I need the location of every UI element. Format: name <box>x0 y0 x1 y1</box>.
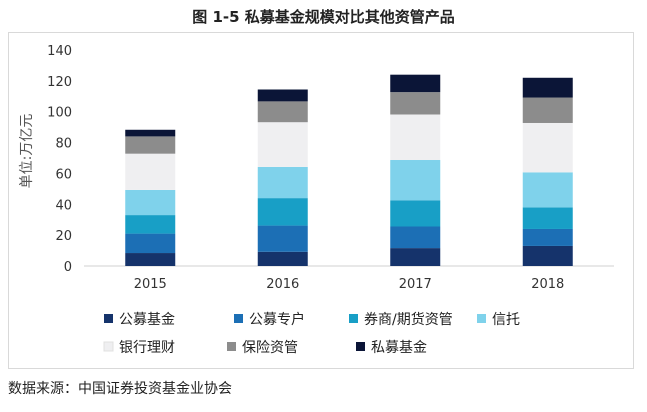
bar-segment <box>257 198 308 226</box>
chart-title: 图 1-5 私募基金规模对比其他资管产品 <box>192 8 455 26</box>
y-tick-label: 140 <box>47 44 72 59</box>
legend-swatch <box>349 314 358 323</box>
bar-segment <box>257 225 308 252</box>
legend-label: 券商/期货资管 <box>364 311 453 328</box>
bar-segment <box>390 200 441 227</box>
bar-segment <box>125 153 176 190</box>
x-tick-label: 2015 <box>134 277 167 292</box>
legend-swatch <box>477 314 486 323</box>
x-tick-label: 2017 <box>399 277 432 292</box>
y-tick-label: 0 <box>64 260 72 275</box>
bar-segment <box>257 166 308 199</box>
y-axis-label: 单位:万亿元 <box>19 114 35 189</box>
chart-frame: 单位:万亿元 0 20 40 60 80 100 120 140 2015 2016 2017 20… <box>8 32 634 369</box>
bar-segment <box>390 92 441 115</box>
legend-swatch <box>103 341 114 352</box>
bar-segment <box>125 253 176 266</box>
legend-label: 信托 <box>492 312 520 328</box>
y-tick-label: 120 <box>47 75 72 90</box>
legend-swatch <box>356 342 365 351</box>
bar-segment <box>257 89 308 102</box>
y-tick-label: 40 <box>55 198 72 213</box>
y-tick-label: 60 <box>55 167 72 182</box>
bars <box>125 74 573 266</box>
bar-segment <box>257 122 308 167</box>
bar-segment <box>390 160 441 201</box>
legend-label: 公募基金 <box>119 311 175 328</box>
source-note: 数据来源：中国证券投资基金业协会 <box>8 381 232 397</box>
y-axis-ticks: 0 20 40 60 80 100 120 140 <box>47 44 72 275</box>
legend-swatch <box>234 314 243 323</box>
bar-segment <box>522 172 573 208</box>
bar-segment <box>125 136 176 154</box>
legend-label: 保险资管 <box>242 340 298 356</box>
y-tick-label: 20 <box>55 229 72 244</box>
bar-segment <box>522 97 573 123</box>
bar-segment <box>522 228 573 246</box>
bar-segment <box>390 114 441 161</box>
bar-segment <box>125 189 176 216</box>
bar-segment <box>257 251 308 266</box>
legend-label: 私募基金 <box>371 339 427 356</box>
legend-swatch <box>104 314 113 323</box>
y-axis-label-group: 单位:万亿元 <box>19 114 35 189</box>
bar-segment <box>522 207 573 229</box>
bar-segment <box>522 245 573 266</box>
x-axis-ticks: 2015 2016 2017 2018 <box>134 277 565 292</box>
legend-swatch <box>227 342 236 351</box>
bar-segment <box>125 215 176 234</box>
legend-label: 银行理财 <box>119 340 175 356</box>
bar-segment <box>257 101 308 123</box>
x-tick-label: 2016 <box>266 277 299 292</box>
bar-segment <box>390 74 441 93</box>
y-tick-label: 80 <box>55 137 72 152</box>
bar-segment <box>522 122 573 173</box>
y-tick-label: 100 <box>47 106 72 121</box>
bar-segment <box>522 77 573 98</box>
bar-segment <box>125 129 176 137</box>
bar-segment <box>390 226 441 249</box>
x-tick-label: 2018 <box>531 277 564 292</box>
bar-segment <box>390 248 441 266</box>
legend-label: 公募专户 <box>249 311 305 328</box>
bar-segment <box>125 233 176 254</box>
